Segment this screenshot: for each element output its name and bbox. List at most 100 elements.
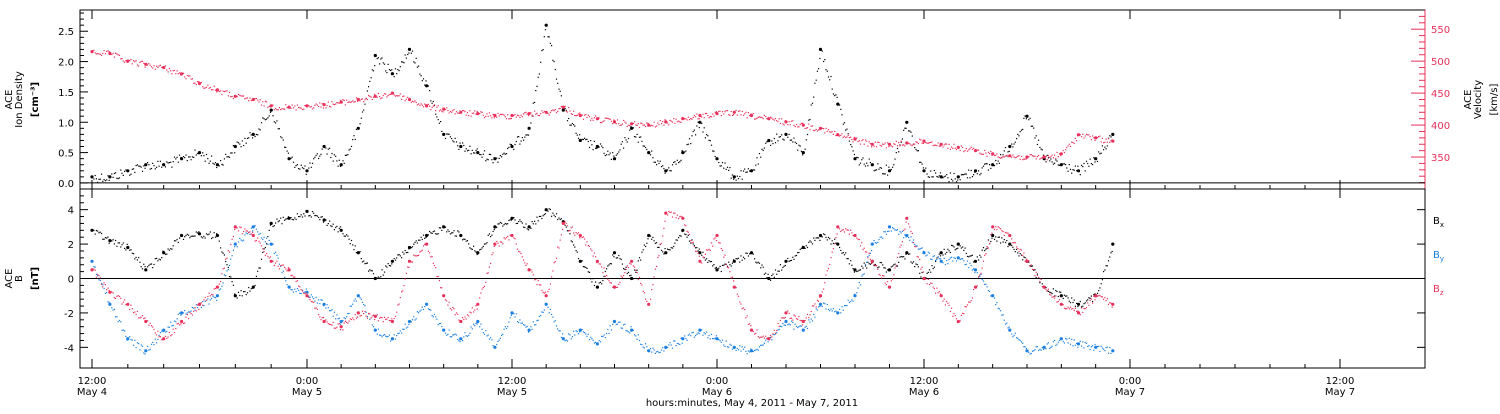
data-dot [695, 134, 697, 136]
data-dot [513, 114, 515, 117]
data-dot [524, 262, 526, 264]
data-dot [1024, 115, 1026, 117]
data-dot [827, 236, 830, 239]
data-dot [551, 45, 553, 47]
data-dot [1054, 339, 1056, 341]
data-dot [823, 302, 825, 304]
data-dot [829, 310, 831, 312]
data-dot [263, 236, 265, 238]
data-dot [455, 235, 458, 237]
data-point [836, 311, 840, 315]
data-dot [186, 312, 188, 314]
data-dot [763, 273, 765, 275]
data-point [544, 302, 548, 306]
data-dot [298, 168, 300, 170]
data-dot [857, 270, 859, 272]
data-dot [772, 333, 774, 336]
data-dot [831, 251, 833, 253]
data-dot [920, 268, 922, 270]
data-dot [343, 162, 345, 164]
data-dot [510, 117, 512, 120]
data-dot [1041, 149, 1043, 151]
data-dot [1088, 297, 1090, 299]
data-dot [515, 243, 517, 245]
data-dot [658, 162, 660, 164]
data-point [1008, 154, 1012, 158]
data-dot [365, 262, 367, 264]
data-point [578, 138, 582, 143]
data-dot [573, 124, 575, 126]
data-dot [868, 254, 870, 256]
data-dot [736, 114, 738, 116]
data-dot [566, 111, 569, 113]
data-dot [538, 315, 540, 318]
data-dot [824, 282, 826, 284]
data-dot [464, 332, 466, 334]
data-dot [124, 330, 126, 332]
data-dot [514, 143, 516, 146]
data-dot [526, 228, 528, 230]
data-dot [1038, 276, 1040, 279]
data-dot [1008, 150, 1010, 152]
data-point [1008, 328, 1012, 332]
data-dot [946, 174, 948, 176]
data-dot [553, 262, 555, 264]
data-dot [525, 111, 527, 113]
data-dot [185, 154, 187, 156]
data-dot [153, 344, 155, 346]
data-dot [222, 90, 224, 92]
data-dot [108, 290, 110, 292]
data-dot [448, 112, 450, 114]
data-dot [415, 318, 417, 320]
data-dot [592, 119, 594, 121]
data-dot [654, 126, 656, 128]
data-dot [787, 324, 789, 326]
data-dot [120, 297, 122, 299]
data-point [905, 216, 909, 220]
data-dot [301, 108, 304, 111]
data-dot [173, 156, 176, 158]
x-tick-date: May 5 [292, 387, 322, 398]
data-dot [714, 267, 716, 269]
data-dot [581, 236, 583, 239]
data-dot [951, 256, 953, 258]
data-dot [458, 112, 460, 114]
data-dot [728, 114, 730, 116]
data-dot [167, 71, 169, 73]
data-dot [1036, 346, 1038, 348]
data-dot [268, 105, 270, 108]
data-dot [149, 322, 151, 324]
data-dot [810, 310, 812, 313]
data-dot [203, 87, 205, 89]
data-dot [376, 58, 378, 60]
data-dot [788, 323, 790, 325]
data-dot [657, 160, 659, 162]
data-dot [810, 241, 812, 243]
data-dot [710, 116, 713, 118]
data-dot [824, 303, 826, 305]
data-point [630, 259, 634, 263]
data-dot [1093, 349, 1095, 351]
data-dot [153, 165, 155, 167]
data-dot [684, 151, 686, 153]
data-dot [962, 146, 964, 149]
data-dot [861, 140, 863, 142]
data-dot [204, 160, 206, 162]
data-dot [984, 149, 986, 152]
data-dot [1040, 148, 1042, 150]
data-dot [458, 231, 460, 233]
data-dot [687, 234, 689, 236]
data-dot [1081, 345, 1083, 347]
data-dot [230, 258, 232, 260]
data-dot [207, 298, 209, 300]
data-dot [264, 119, 266, 121]
data-dot [998, 157, 1000, 159]
data-dot [688, 233, 691, 235]
data-dot [486, 242, 488, 244]
data-dot [910, 230, 912, 233]
data-dot [278, 263, 280, 265]
data-dot [482, 332, 484, 334]
data-dot [303, 213, 305, 215]
data-dot [821, 50, 823, 52]
data-dot [370, 270, 372, 272]
